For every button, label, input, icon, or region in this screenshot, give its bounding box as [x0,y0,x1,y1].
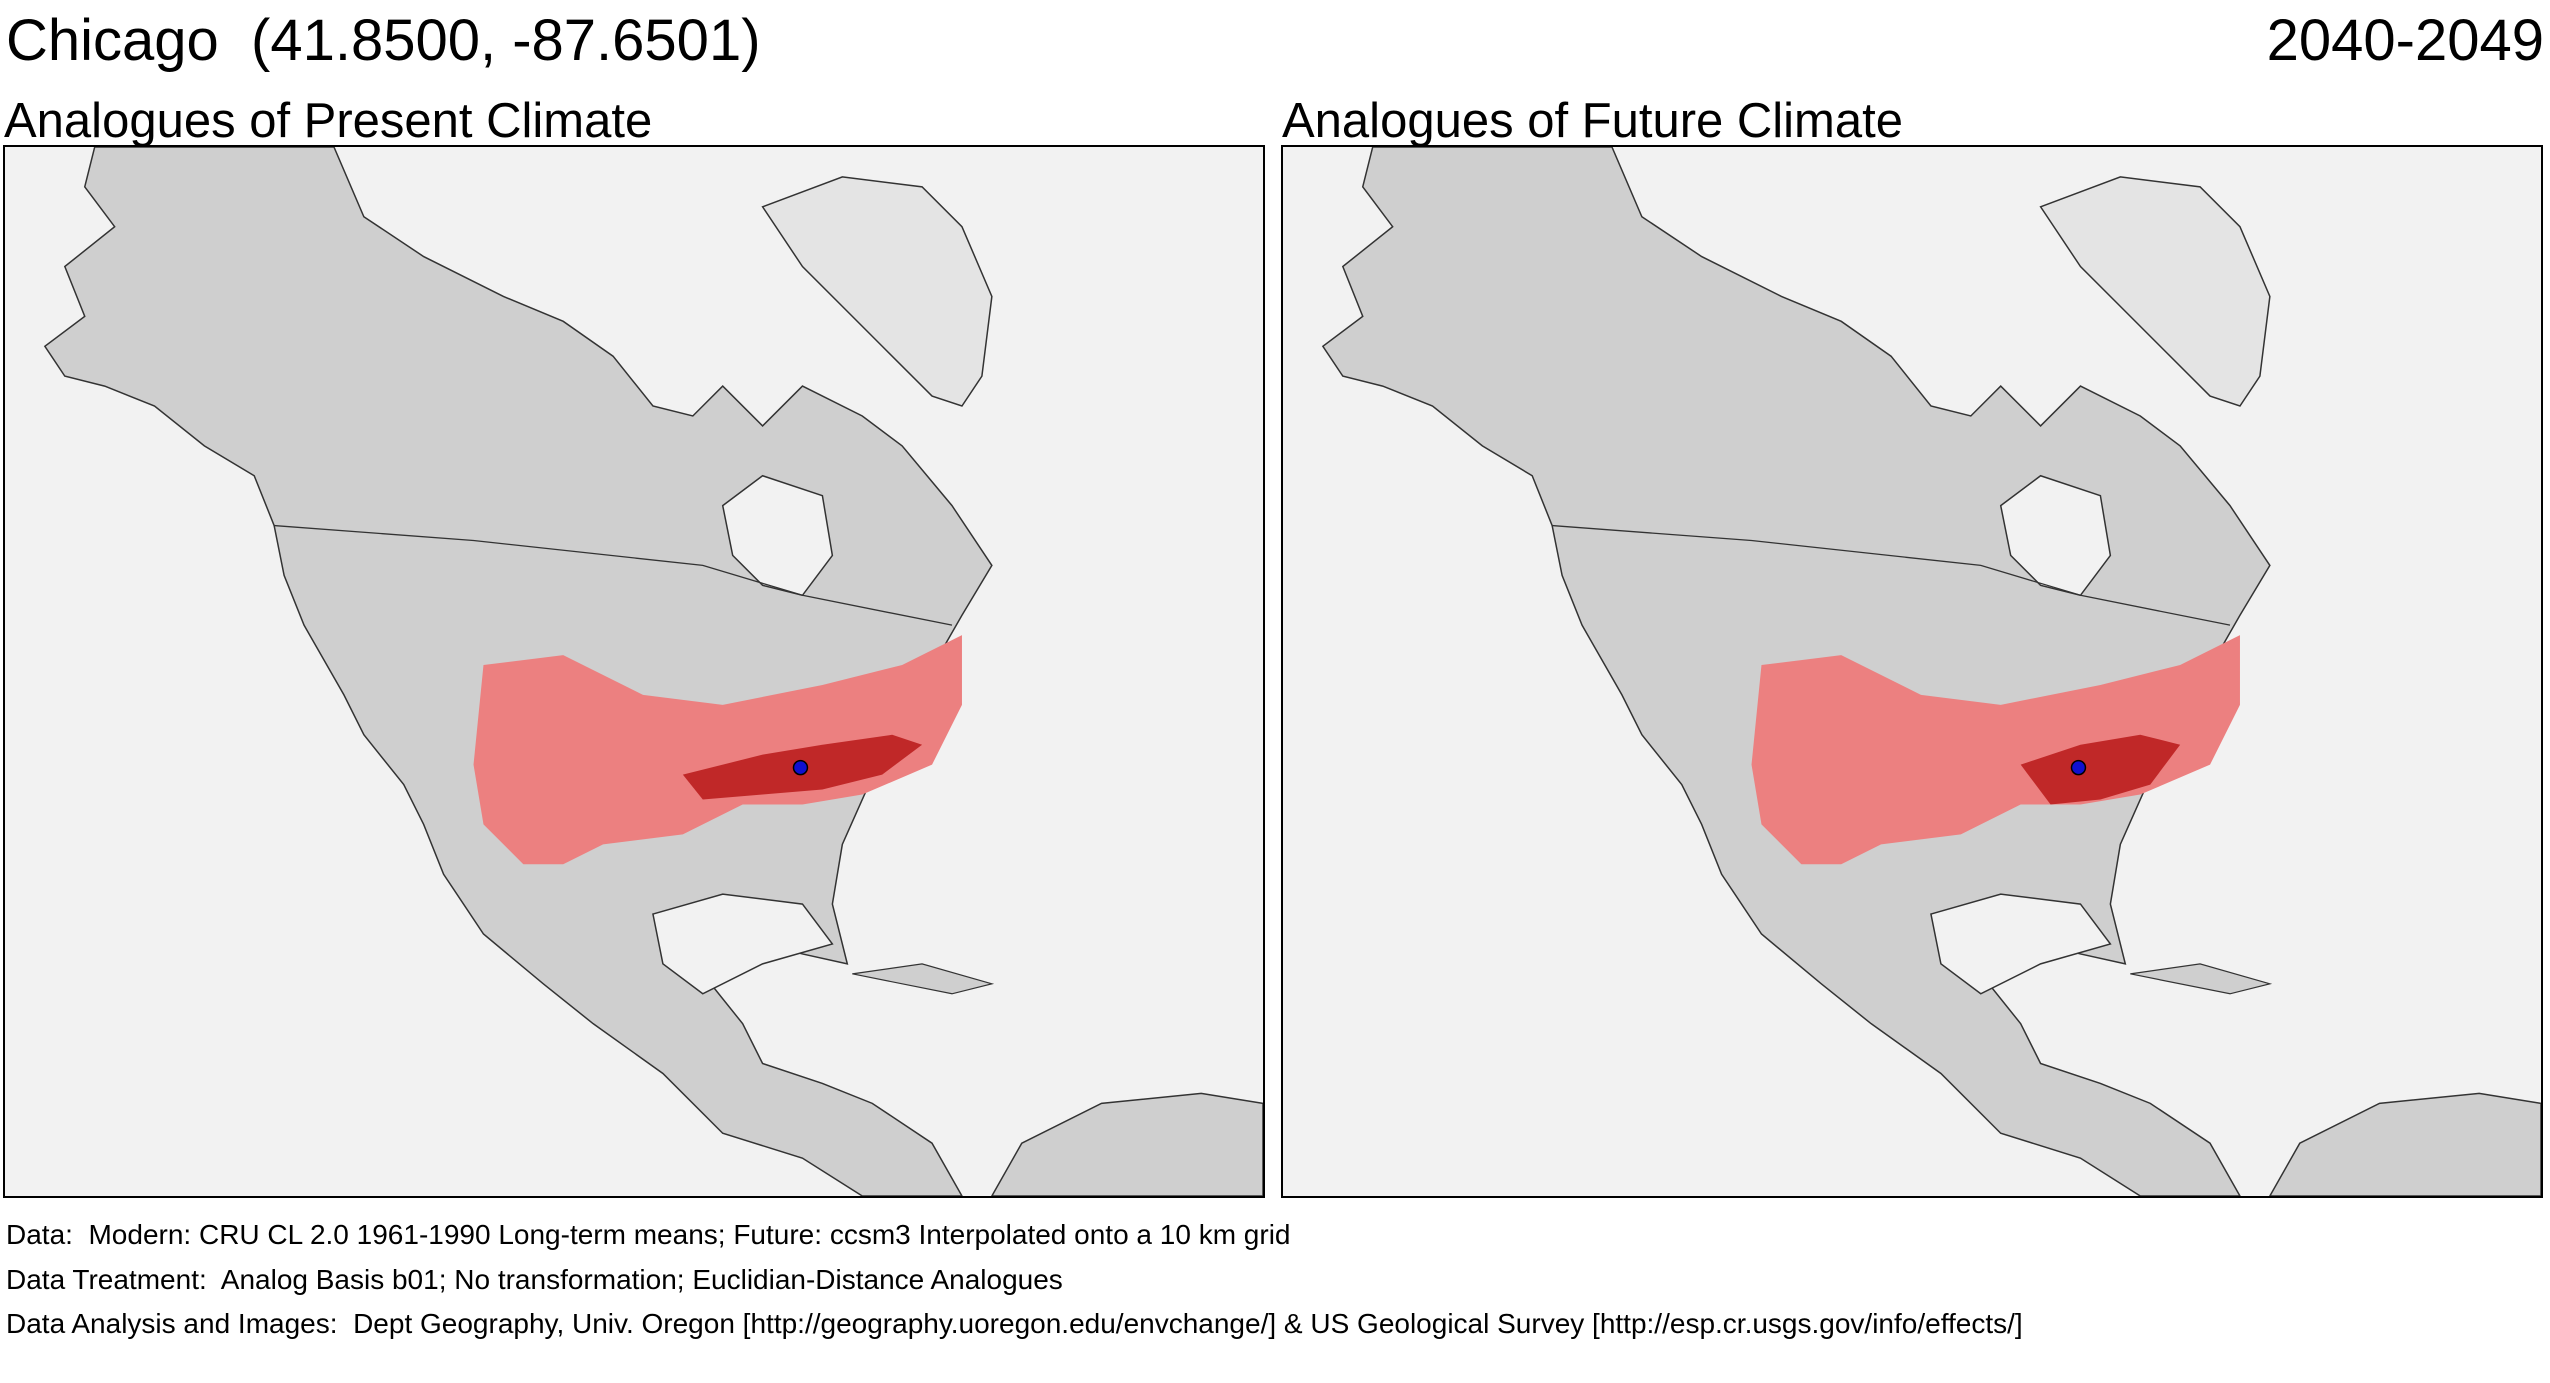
future-map-svg [1283,147,2541,1196]
footer-treatment-line: Data Treatment: Analog Basis b01; No tra… [6,1264,1063,1295]
analog-region-dark [2020,734,2181,805]
analog-region-light [473,635,962,865]
analog-region-light [1751,635,2240,865]
south-america [991,1092,1263,1196]
present-panel-title: Analogues of Present Climate [4,94,653,148]
gulf-of-mexico [652,893,834,995]
period-title: 2040-2049 [2266,8,2544,73]
hudson-bay [1999,474,2112,597]
hudson-bay [721,474,834,597]
footer-analysis-line: Data Analysis and Images: Dept Geography… [6,1308,2023,1339]
location-marker-icon [2070,759,2087,776]
future-panel-title: Analogues of Future Climate [1282,94,1903,148]
us-canada-border [1552,524,2231,626]
us-canada-border [274,524,953,626]
location-marker-icon [792,759,809,776]
greenland [2039,176,2271,407]
south-america [2269,1092,2541,1196]
gulf-of-mexico [1930,893,2112,995]
location-title: Chicago (41.8500, -87.6501) [6,8,761,73]
present-map-svg [5,147,1263,1196]
footer-data-line: Data: Modern: CRU CL 2.0 1961-1990 Long-… [6,1219,1291,1250]
present-climate-map [3,145,1265,1198]
cuba [852,963,995,995]
greenland [761,176,993,407]
future-climate-map [1281,145,2543,1198]
cuba [2130,963,2273,995]
